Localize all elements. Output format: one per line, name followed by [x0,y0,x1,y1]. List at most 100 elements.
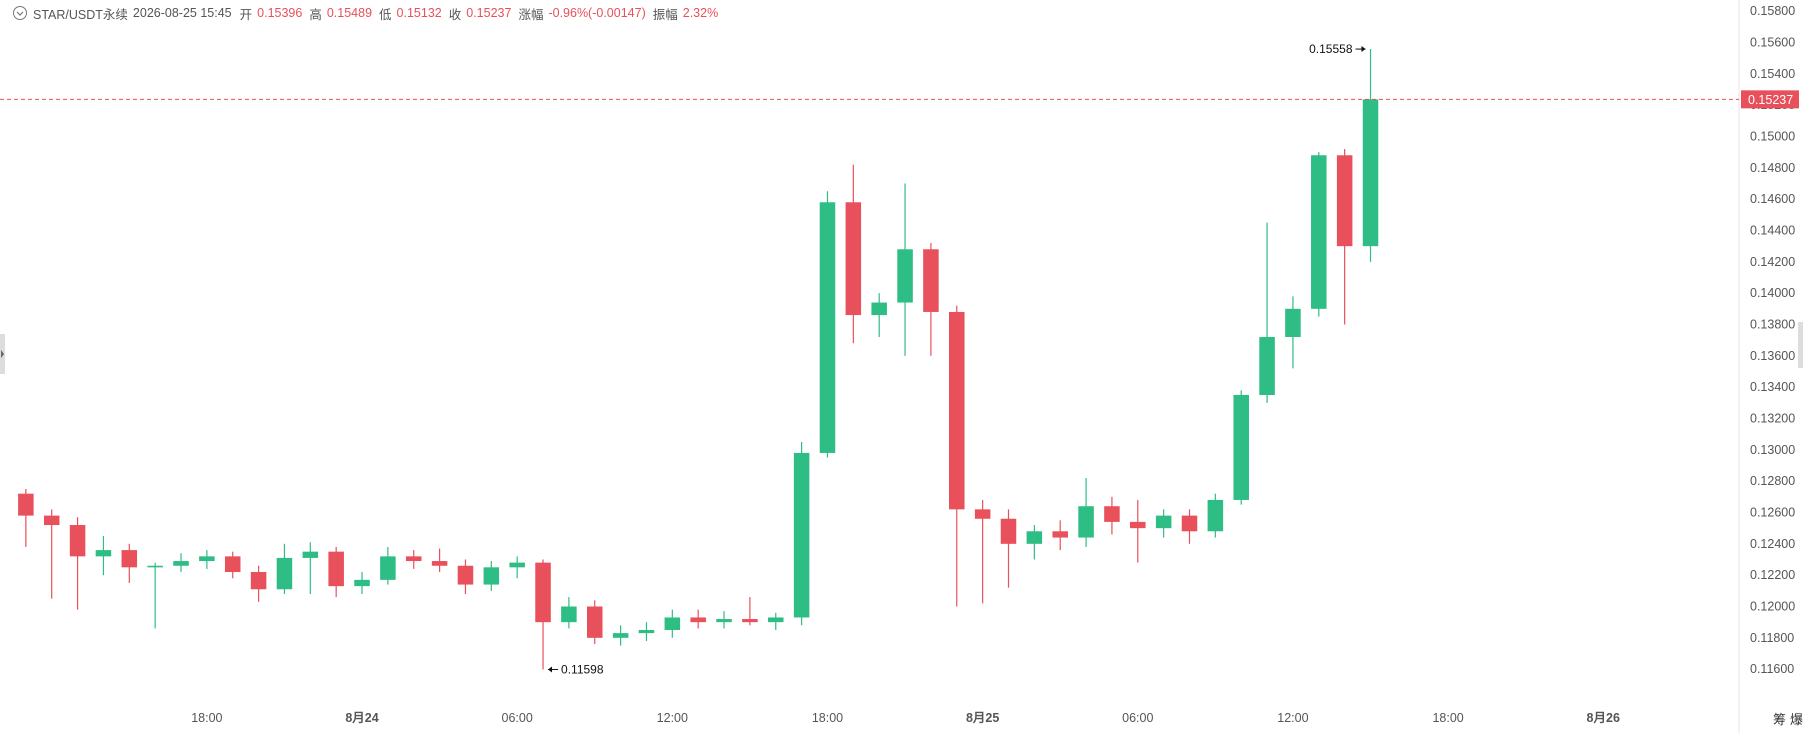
candle-body [612,633,629,638]
candle-body [1207,499,1224,532]
change-label: 涨幅 [518,7,544,22]
candle-body [1233,394,1249,500]
candle-body [845,202,862,316]
candle-body [1285,308,1301,338]
low-value: 0.15132 [396,6,442,20]
y-tick-label: 0.13200 [1750,411,1795,425]
close-value: 0.15237 [466,6,512,20]
candle-body [328,551,344,587]
high-label: 高 [309,7,322,22]
candle-body [638,629,655,634]
y-tick-label: 0.14800 [1750,161,1795,175]
min-arrowhead [548,666,553,673]
max-price-label: 0.15558 [1309,42,1353,56]
candle-body [1130,521,1146,529]
y-tick-label: 0.12400 [1750,537,1795,551]
candle-body [974,509,991,519]
y-tick-label: 0.15600 [1750,35,1795,49]
candle-body [405,556,422,562]
y-tick-label: 0.12200 [1750,568,1795,582]
y-tick-label: 0.13600 [1750,349,1795,363]
candle-body [1104,506,1120,522]
candle-body [690,617,706,623]
candle-body [561,606,577,623]
change-value: -0.96%(-0.00147) [548,6,646,20]
candle-body [1336,155,1353,247]
open-label: 开 [239,7,253,22]
tool-button[interactable]: 筹 [1773,712,1786,727]
y-tick-label: 0.13000 [1750,443,1795,457]
candle-body [431,561,448,566]
candle-body [871,302,887,316]
y-tick-label: 0.12000 [1750,599,1795,613]
x-tick-label: 8月24 [345,711,378,725]
right-panel-tab[interactable] [1798,322,1803,368]
y-tick-label: 0.11600 [1750,662,1794,676]
y-tick-label: 0.12800 [1750,474,1795,488]
candle-body [483,567,500,585]
candle-body [1259,337,1275,395]
y-tick-label: 0.15800 [1750,4,1795,18]
candle-body [1052,531,1068,538]
candle-body [250,572,267,590]
symbol: STAR/USDT永续 [33,7,128,22]
candle-body [354,579,370,587]
candle-body [664,617,681,630]
candle-body [897,249,913,303]
candle-body [742,619,758,623]
candle-body [276,557,293,590]
x-tick-label: 8月26 [1587,711,1620,725]
candle-body [95,550,112,557]
y-tick-label: 0.13800 [1750,317,1795,331]
candle-body [1181,515,1198,532]
y-tick-label: 0.14200 [1750,255,1795,269]
candle-body [380,556,396,580]
candle-body [793,452,810,618]
time: 2026-08-25 15:45 [132,6,232,20]
last-price-label: 0.15237 [1748,93,1793,107]
candle-body [923,249,939,312]
candle-body [302,551,319,558]
candle-body [586,606,603,638]
y-tick-label: 0.14400 [1750,223,1795,237]
candle-body [199,556,215,562]
low-label: 低 [379,7,392,22]
close-label: 收 [448,7,462,22]
candle-body [819,202,836,453]
y-tick-label: 0.13400 [1750,380,1795,394]
candle-body [1026,531,1043,544]
amplitude-label: 振幅 [652,7,678,22]
candle-body [43,515,60,526]
candle-body [121,550,138,568]
open-value: 0.15396 [257,6,303,20]
amplitude-value: 2.32% [682,6,719,20]
y-tick-label: 0.11800 [1750,631,1794,645]
candle-body [509,562,525,568]
candle-body [716,619,732,623]
candle-body [535,562,551,623]
x-tick-label: 8月25 [966,711,999,725]
collapse-icon[interactable] [12,5,28,21]
x-tick-label: 18:00 [812,711,843,725]
candle-body [173,561,189,566]
candle-body [147,565,163,568]
candle-body [1078,506,1094,538]
y-tick-label: 0.12600 [1750,505,1795,519]
x-tick-label: 06:00 [502,711,533,725]
candle-body [768,617,784,623]
high-value: 0.15489 [326,6,373,20]
x-tick-label: 18:00 [191,711,222,725]
max-arrowhead [1361,46,1366,53]
candle-body [949,311,965,510]
candle-body [1362,99,1379,247]
left-tab-arrow [1,350,4,358]
candle-body [1311,155,1327,309]
tool-button[interactable]: 爆 [1790,712,1803,727]
x-tick-label: 18:00 [1432,711,1463,725]
min-price-label: 0.11598 [561,662,604,676]
y-tick-label: 0.14600 [1750,192,1795,206]
x-tick-label: 12:00 [1277,711,1308,725]
candle-body [224,556,241,573]
y-tick-label: 0.15400 [1750,67,1795,81]
